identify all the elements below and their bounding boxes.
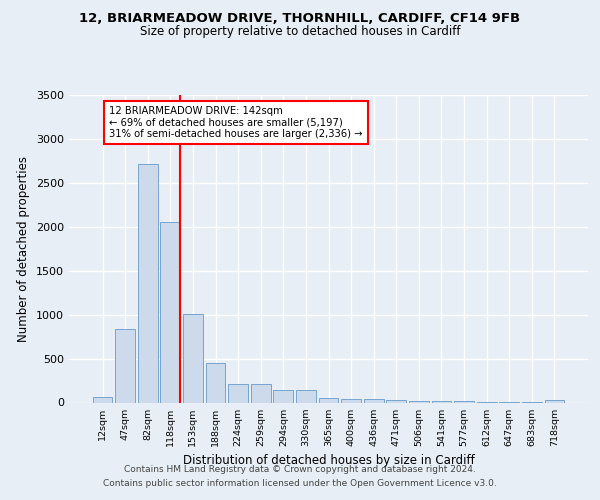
Text: Size of property relative to detached houses in Cardiff: Size of property relative to detached ho…: [140, 25, 460, 38]
Text: 12 BRIARMEADOW DRIVE: 142sqm
← 69% of detached houses are smaller (5,197)
31% of: 12 BRIARMEADOW DRIVE: 142sqm ← 69% of de…: [109, 106, 363, 138]
Bar: [206, 363, 226, 403]
Bar: [431, 400, 451, 402]
Bar: [160, 222, 180, 402]
Bar: [251, 384, 271, 402]
Bar: [296, 390, 316, 402]
Bar: [341, 398, 361, 402]
Bar: [228, 384, 248, 402]
Bar: [138, 164, 158, 402]
Text: 12, BRIARMEADOW DRIVE, THORNHILL, CARDIFF, CF14 9FB: 12, BRIARMEADOW DRIVE, THORNHILL, CARDIF…: [79, 12, 521, 26]
Bar: [454, 401, 474, 402]
Bar: [409, 400, 429, 402]
Text: Contains HM Land Registry data © Crown copyright and database right 2024.: Contains HM Land Registry data © Crown c…: [124, 465, 476, 474]
Bar: [386, 400, 406, 402]
Text: Contains public sector information licensed under the Open Government Licence v3: Contains public sector information licen…: [103, 478, 497, 488]
Bar: [92, 397, 112, 402]
Bar: [364, 400, 383, 402]
Bar: [274, 390, 293, 402]
Bar: [319, 398, 338, 402]
X-axis label: Distribution of detached houses by size in Cardiff: Distribution of detached houses by size …: [182, 454, 475, 467]
Y-axis label: Number of detached properties: Number of detached properties: [17, 156, 31, 342]
Bar: [115, 328, 135, 402]
Bar: [183, 314, 203, 402]
Bar: [545, 400, 565, 402]
